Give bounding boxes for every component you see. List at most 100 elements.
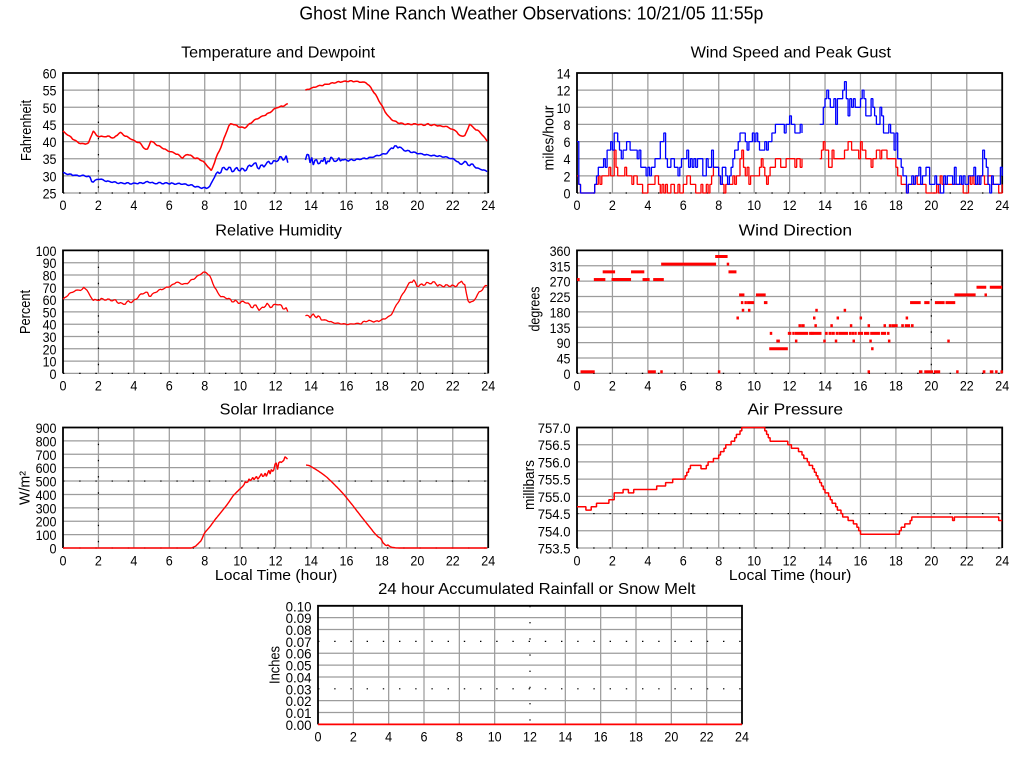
svg-text:8: 8 xyxy=(715,378,722,394)
svg-text:90: 90 xyxy=(557,335,571,351)
svg-text:0.00: 0.00 xyxy=(286,717,312,733)
svg-text:18: 18 xyxy=(375,378,389,394)
svg-text:0: 0 xyxy=(564,186,571,202)
svg-text:22: 22 xyxy=(700,729,714,745)
svg-text:16: 16 xyxy=(340,552,354,568)
svg-text:0.07: 0.07 xyxy=(286,634,312,650)
svg-text:6: 6 xyxy=(166,552,173,568)
svg-text:Local Time (hour): Local Time (hour) xyxy=(215,567,338,584)
svg-text:200: 200 xyxy=(36,514,57,530)
svg-text:22: 22 xyxy=(960,197,974,213)
svg-text:24: 24 xyxy=(735,729,749,745)
svg-text:360: 360 xyxy=(550,243,571,259)
svg-text:20: 20 xyxy=(924,378,938,394)
svg-text:755.0: 755.0 xyxy=(538,489,571,505)
svg-text:20: 20 xyxy=(410,378,424,394)
svg-text:0.02: 0.02 xyxy=(286,693,312,709)
svg-text:6: 6 xyxy=(166,378,173,394)
svg-text:20: 20 xyxy=(664,729,678,745)
svg-text:14: 14 xyxy=(304,552,318,568)
svg-text:8: 8 xyxy=(201,552,208,568)
svg-text:10: 10 xyxy=(557,100,571,116)
svg-text:10: 10 xyxy=(43,354,57,370)
svg-text:2: 2 xyxy=(350,729,357,745)
svg-text:0: 0 xyxy=(315,729,322,745)
svg-text:8: 8 xyxy=(201,197,208,213)
svg-text:18: 18 xyxy=(889,197,903,213)
svg-text:24: 24 xyxy=(481,197,495,213)
svg-text:754.0: 754.0 xyxy=(538,523,571,539)
svg-text:miles/hour: miles/hour xyxy=(542,105,558,170)
svg-text:4: 4 xyxy=(644,197,651,213)
svg-text:6: 6 xyxy=(680,378,687,394)
svg-text:Fahrenheit: Fahrenheit xyxy=(19,100,35,161)
svg-text:16: 16 xyxy=(854,378,868,394)
svg-text:20: 20 xyxy=(924,197,938,213)
svg-text:600: 600 xyxy=(36,460,57,476)
svg-text:45: 45 xyxy=(43,117,57,133)
svg-text:0: 0 xyxy=(60,552,67,568)
svg-text:2: 2 xyxy=(609,552,616,568)
svg-text:12: 12 xyxy=(269,378,283,394)
svg-text:40: 40 xyxy=(43,317,57,333)
svg-text:270: 270 xyxy=(550,274,571,290)
svg-text:2: 2 xyxy=(95,552,102,568)
svg-text:Percent: Percent xyxy=(18,290,34,334)
svg-text:315: 315 xyxy=(550,258,571,274)
svg-text:12: 12 xyxy=(557,83,571,99)
svg-text:0.08: 0.08 xyxy=(286,622,312,638)
svg-text:8: 8 xyxy=(715,552,722,568)
svg-text:900: 900 xyxy=(36,420,57,436)
svg-text:12: 12 xyxy=(523,729,537,745)
svg-text:14: 14 xyxy=(304,378,318,394)
svg-text:700: 700 xyxy=(36,447,57,463)
svg-text:22: 22 xyxy=(960,378,974,394)
svg-text:24: 24 xyxy=(481,378,495,394)
svg-text:8: 8 xyxy=(456,729,463,745)
svg-text:4: 4 xyxy=(644,378,651,394)
svg-text:0: 0 xyxy=(564,366,571,382)
svg-text:24: 24 xyxy=(995,378,1009,394)
svg-text:18: 18 xyxy=(629,729,643,745)
svg-text:0.04: 0.04 xyxy=(286,669,312,685)
svg-text:14: 14 xyxy=(558,729,572,745)
svg-text:14: 14 xyxy=(557,66,571,82)
svg-text:18: 18 xyxy=(375,552,389,568)
svg-text:40: 40 xyxy=(43,134,57,150)
svg-text:22: 22 xyxy=(446,378,460,394)
svg-text:756.5: 756.5 xyxy=(538,437,571,453)
svg-text:16: 16 xyxy=(854,197,868,213)
svg-text:55: 55 xyxy=(43,83,57,99)
svg-text:Wind Direction: Wind Direction xyxy=(739,222,853,239)
svg-text:10: 10 xyxy=(747,197,761,213)
svg-text:10: 10 xyxy=(233,552,247,568)
svg-text:6: 6 xyxy=(166,197,173,213)
svg-text:6: 6 xyxy=(680,552,687,568)
svg-text:10: 10 xyxy=(233,197,247,213)
svg-text:754.5: 754.5 xyxy=(538,506,571,522)
svg-text:18: 18 xyxy=(889,378,903,394)
svg-text:Relative Humidity: Relative Humidity xyxy=(215,222,342,239)
svg-text:25: 25 xyxy=(43,186,57,202)
svg-text:800: 800 xyxy=(36,433,57,449)
svg-text:millibars: millibars xyxy=(522,460,538,510)
svg-text:50: 50 xyxy=(43,100,57,116)
svg-text:4: 4 xyxy=(130,552,137,568)
svg-text:Solar Irradiance: Solar Irradiance xyxy=(220,402,335,419)
svg-text:400: 400 xyxy=(36,487,57,503)
svg-text:12: 12 xyxy=(783,378,797,394)
svg-text:24 hour Accumulated Rainfall o: 24 hour Accumulated Rainfall or Snow Mel… xyxy=(378,581,696,598)
svg-text:6: 6 xyxy=(680,197,687,213)
svg-text:4: 4 xyxy=(644,552,651,568)
svg-text:14: 14 xyxy=(818,197,832,213)
svg-text:14: 14 xyxy=(304,197,318,213)
svg-text:180: 180 xyxy=(550,304,571,320)
svg-text:2: 2 xyxy=(609,197,616,213)
svg-text:753.5: 753.5 xyxy=(538,541,571,557)
svg-text:0: 0 xyxy=(574,552,581,568)
svg-text:4: 4 xyxy=(130,378,137,394)
svg-text:22: 22 xyxy=(446,552,460,568)
svg-text:2: 2 xyxy=(564,168,571,184)
svg-text:16: 16 xyxy=(340,378,354,394)
svg-text:8: 8 xyxy=(715,197,722,213)
